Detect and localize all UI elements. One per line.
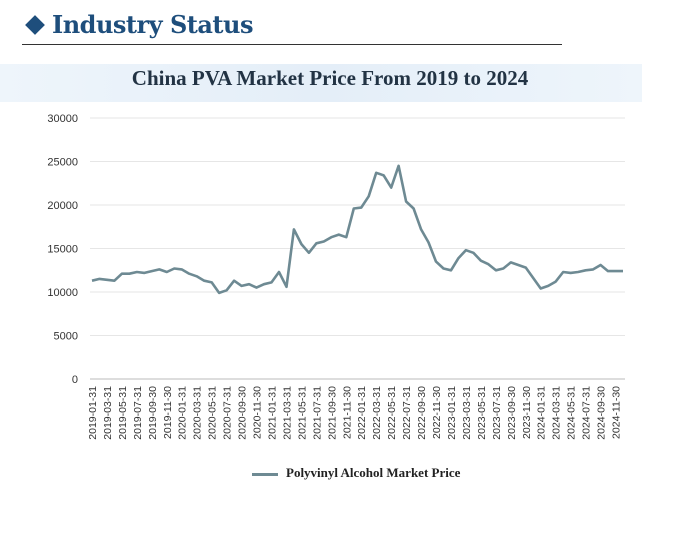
x-tick-label: 2021-11-30 xyxy=(341,386,353,439)
chart-title: China PVA Market Price From 2019 to 2024 xyxy=(131,66,529,90)
x-tick-label: 2019-11-30 xyxy=(162,386,174,439)
x-tick-label: 2022-05-31 xyxy=(386,386,398,440)
x-tick-label: 2020-07-31 xyxy=(222,386,234,440)
x-tick-label: 2023-11-30 xyxy=(521,386,533,439)
y-tick-label: 20000 xyxy=(47,200,78,212)
x-tick-label: 2023-09-30 xyxy=(506,386,518,440)
x-tick-label: 2024-05-31 xyxy=(566,386,578,440)
x-tick-label: 2023-01-31 xyxy=(446,386,458,440)
x-tick-label: 2019-01-31 xyxy=(87,386,99,440)
section-header: Industry Status xyxy=(22,10,562,46)
y-tick-label: 10000 xyxy=(47,287,78,299)
x-tick-label: 2021-01-31 xyxy=(266,386,278,440)
x-tick-label: 2022-09-30 xyxy=(416,386,428,440)
x-tick-label: 2019-09-30 xyxy=(147,386,159,440)
grid-lines xyxy=(90,117,625,380)
series-line-pva-price xyxy=(91,164,623,295)
x-tick-label: 2019-05-31 xyxy=(117,386,129,440)
x-tick-label: 2022-03-31 xyxy=(371,386,383,440)
x-tick-label: 2024-07-31 xyxy=(581,386,593,440)
y-tick-label: 15000 xyxy=(47,244,78,256)
x-tick-label: 2023-03-31 xyxy=(461,386,473,440)
chart-title-band xyxy=(0,64,642,102)
x-tick-label: 2024-09-30 xyxy=(596,386,608,440)
x-tick-label: 2020-03-31 xyxy=(192,386,204,440)
x-tick-label: 2020-05-31 xyxy=(207,386,219,440)
x-tick-label: 2023-05-31 xyxy=(476,386,488,440)
x-tick-label: 2024-11-30 xyxy=(611,386,623,439)
x-tick-label: 2022-07-31 xyxy=(401,386,413,440)
y-axis-ticks: 30000 25000 20000 15000 10000 5000 0 xyxy=(47,113,78,386)
x-tick-label: 2019-03-31 xyxy=(102,386,114,440)
y-tick-label: 25000 xyxy=(47,157,78,169)
x-tick-label: 2020-09-30 xyxy=(237,386,249,440)
x-tick-label: 2021-05-31 xyxy=(296,386,308,440)
x-tick-label: 2022-11-30 xyxy=(431,386,443,439)
y-tick-label: 30000 xyxy=(47,113,78,125)
x-tick-label: 2024-01-31 xyxy=(536,386,548,440)
x-tick-label: 2022-01-31 xyxy=(356,386,368,440)
x-axis-ticks: 2019-01-31 2019-03-31 2019-05-31 2019-07-31… xyxy=(87,386,623,440)
x-tick-label: 2020-11-30 xyxy=(252,386,264,439)
x-tick-label: 2019-07-31 xyxy=(132,386,144,440)
header-divider xyxy=(22,44,562,45)
x-tick-label: 2024-03-31 xyxy=(551,386,563,440)
legend-swatch xyxy=(252,473,278,476)
y-tick-label: 0 xyxy=(72,374,78,386)
x-tick-label: 2023-07-31 xyxy=(491,386,503,440)
x-tick-label: 2021-09-30 xyxy=(326,386,338,440)
x-tick-label: 2021-03-31 xyxy=(281,386,293,440)
y-tick-label: 5000 xyxy=(54,331,78,343)
x-tick-label: 2021-07-31 xyxy=(311,386,323,440)
section-title: Industry Status xyxy=(52,10,253,39)
legend-label: Polyvinyl Alcohol Market Price xyxy=(286,465,461,480)
x-tick-label: 2020-01-31 xyxy=(177,386,189,440)
